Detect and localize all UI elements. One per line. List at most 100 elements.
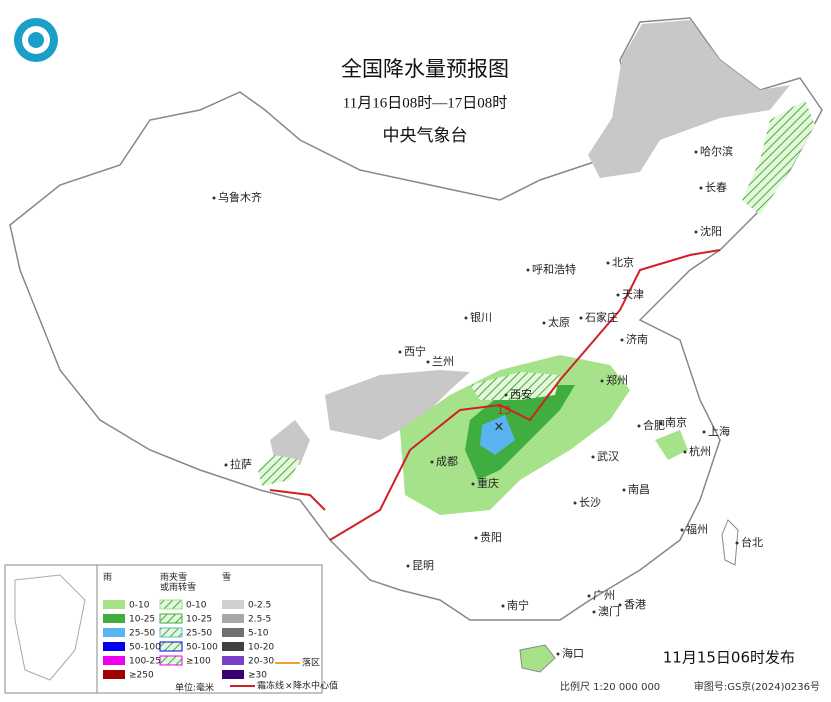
city-label: 济南 (626, 332, 648, 346)
city-dot (464, 316, 468, 320)
title: 全国降水量预报图 (341, 57, 509, 81)
city-dot (212, 196, 216, 200)
legend-swatch (222, 600, 244, 609)
city-label: 昆明 (412, 559, 434, 572)
legend-label: 25-50 (186, 629, 212, 639)
legend-label: 5-10 (248, 629, 269, 639)
legend-swatch (103, 614, 125, 623)
city-label: 福州 (686, 522, 708, 536)
legend-swatch (222, 642, 244, 651)
city-label: 台北 (741, 535, 763, 549)
snow-area (270, 420, 310, 465)
legend-swatch (103, 600, 125, 609)
city-label: 西安 (510, 387, 532, 401)
snow-area (325, 370, 470, 440)
legend-swatch (159, 641, 183, 652)
city-dot (542, 321, 546, 325)
city-label: 杭州 (689, 444, 711, 458)
city-dot (702, 430, 706, 434)
city-dot (430, 460, 434, 464)
city-dot (694, 150, 698, 154)
city-dot (683, 450, 687, 454)
legend-label: 100-250 (129, 657, 167, 667)
city-label: 天津 (622, 288, 644, 301)
city-dot (579, 316, 583, 320)
city-label: 乌鲁木齐 (218, 190, 262, 204)
legend-frost: 霜冻线 (257, 680, 284, 692)
legend-title: 雨夹雪或雨转雪 (160, 571, 196, 593)
legend-label: 50-100 (129, 643, 161, 653)
issuer: 中央气象台 (383, 126, 468, 146)
city-label: 重庆 (477, 476, 499, 490)
legend-title: 雨 (103, 572, 112, 583)
subtitle: 11月16日08时—17日08时 (343, 94, 507, 111)
legend-label: ≥100 (186, 657, 211, 667)
city-dot (573, 501, 577, 505)
city-dot (592, 610, 596, 614)
legend-swatch (159, 627, 183, 638)
legend-label: 20-30 (248, 657, 274, 667)
legend-label: 25-50 (129, 629, 155, 639)
city-dot (600, 379, 604, 383)
city-label: 沈阳 (700, 224, 722, 238)
approval: 审图号:GS京(2024)0236号 (694, 680, 820, 693)
legend-swatch (222, 670, 244, 679)
legend-label: 0-10 (186, 601, 207, 611)
frost-line (269, 489, 326, 511)
legend (96, 564, 323, 694)
city-dot (680, 528, 684, 532)
city-label: 兰州 (432, 355, 454, 368)
city-dot (474, 536, 478, 540)
rain-area-heavy (480, 415, 515, 455)
inset-shape (14, 574, 86, 681)
city-label: 郑州 (606, 373, 628, 387)
sleet-area (470, 372, 560, 400)
sleet-area (258, 455, 300, 486)
city-label: 西宁 (404, 344, 426, 358)
city-dot (426, 360, 430, 364)
legend-swatch (103, 656, 125, 665)
legend-swatch (159, 613, 183, 624)
city-dot (620, 338, 624, 342)
legend-swatch (222, 614, 244, 623)
legend-label: ≥250 (129, 671, 154, 681)
city-label: 太原 (548, 316, 570, 329)
city-dot (471, 482, 475, 486)
sleet-area (742, 100, 815, 215)
city-label: 拉萨 (230, 457, 252, 471)
city-label: 长沙 (579, 496, 601, 509)
rain-area-moderate (465, 385, 575, 480)
city-dot (637, 424, 641, 428)
city-label: 贵阳 (480, 531, 502, 544)
city-label: 呼和浩特 (532, 262, 576, 276)
city-dot (622, 488, 626, 492)
legend-label: 10-25 (186, 615, 212, 625)
hainan (519, 644, 556, 673)
snow-area (588, 20, 790, 178)
city-label: 上海 (708, 424, 730, 438)
legend-swatch (103, 642, 125, 651)
city-dot (659, 421, 663, 425)
city-label: 银川 (470, 310, 492, 324)
legend-unit: 单位:毫米 (175, 682, 214, 694)
city-dot (618, 603, 622, 607)
center-value: 13 (497, 404, 511, 417)
legend-label: 2.5-5 (248, 615, 271, 625)
frost-line (329, 249, 721, 541)
legend-label: 50-100 (186, 643, 218, 653)
city-label: 成都 (436, 455, 458, 468)
city-dot (501, 604, 505, 608)
legend-swatch (103, 670, 125, 679)
taiwan (721, 519, 739, 566)
legend-center: 降水中心值 (293, 680, 338, 692)
city-label: 广州 (593, 589, 615, 602)
legend-swatch (222, 656, 244, 665)
city-dot (694, 230, 698, 234)
legend-zone: 落区 (302, 657, 320, 669)
city-dot (591, 455, 595, 459)
city-dot (526, 268, 530, 272)
city-label: 石家庄 (585, 310, 618, 324)
city-label: 澳门 (598, 604, 620, 618)
